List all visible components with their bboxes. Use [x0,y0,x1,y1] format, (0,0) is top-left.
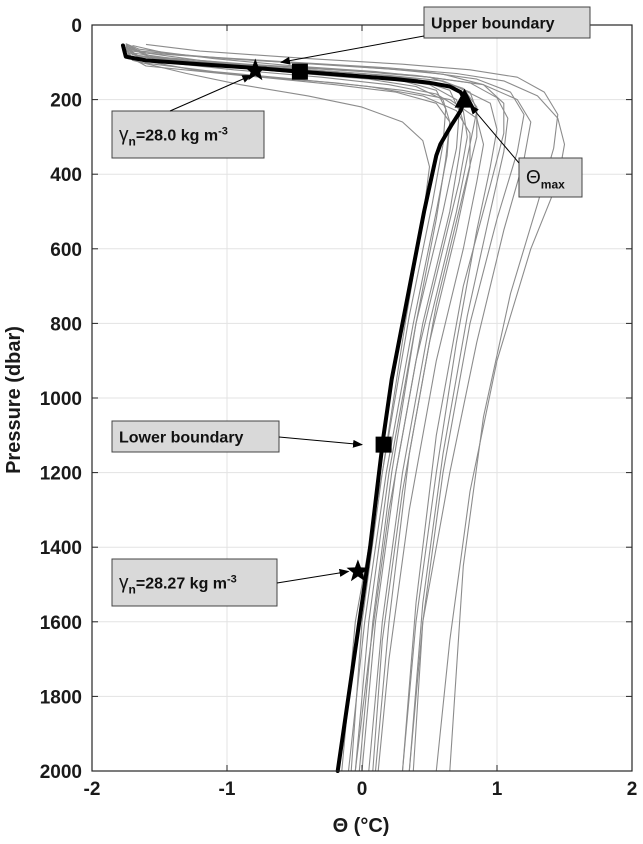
y-tick-label: 0 [71,16,82,37]
y-tick-label: 1400 [40,538,82,559]
annotation-text: Upper boundary [431,16,555,33]
annotation-tail: =28.27 kg m [136,576,227,593]
annotation-subscript: n [129,583,136,597]
annotation-main: Upper boundary [431,16,555,33]
annotation-main: Θ [526,168,541,189]
y-axis-label: Pressure (dbar) [3,326,25,474]
annotation: Upper boundary [280,6,591,65]
x-tick-label: 0 [357,779,368,800]
mean-profile-line [121,43,467,773]
annotation-arrow [278,436,363,448]
annotation-arrow [276,568,350,584]
ensemble-profile-line [125,50,468,772]
ensemble-profile-line [145,43,559,772]
axes-layer: -2 -1 0 1 2 0 200 400 600 800 1000 1200 1400 1600 1800… [40,16,638,800]
annotation: γn=28.27 kg m-3 [111,558,350,607]
star-marker [346,559,370,582]
annotation-arrow [280,35,425,65]
square-marker [375,436,392,453]
y-tick-label: 1200 [40,464,82,485]
annotation-main: Lower boundary [119,430,244,447]
annotation-box [518,157,583,198]
annotation-superscript: -3 [227,574,237,586]
y-tick-label: 1600 [40,613,82,634]
annotation-arrow [169,74,253,112]
ensemble-profile-line [125,52,471,772]
annotation-box [423,6,591,39]
annotation-arrow [469,104,520,164]
ensemble-profile-line [125,54,485,772]
annotation-text: γn=28.27 kg m-3 [119,573,237,597]
annotation-box [111,110,265,159]
annotation: Θmax [469,104,583,198]
annotation-subscript: max [541,178,565,192]
annotation: Lower boundary [111,420,363,453]
annotation: γn=28.0 kg m-3 [111,74,265,159]
triangle-marker [454,88,475,108]
square-marker [291,63,308,80]
x-tick-label: -1 [219,779,236,800]
star-marker [243,58,267,81]
ensemble-profile-line [125,43,505,772]
y-tick-label: 1000 [40,389,82,410]
annotation-text: γn=28.0 kg m-3 [119,125,228,149]
annotation-subscript: n [129,135,136,149]
annotation-main: γ [119,573,129,594]
y-tick-label: 600 [50,240,82,261]
y-tick-label: 1800 [40,687,82,708]
y-tick-label: 800 [50,314,82,335]
ensemble-profile-line [125,46,509,772]
x-tick-label: -2 [84,779,101,800]
annotation-text: Θmax [526,168,565,192]
x-tick-label: 1 [492,779,503,800]
y-tick-label: 400 [50,165,82,186]
annotation-superscript: -3 [218,126,228,138]
annotation-tail: =28.0 kg m [136,128,218,145]
y-tick-label: 200 [50,91,82,112]
markers-layer [243,58,475,582]
x-axis-label: Θ (°C) [333,815,390,837]
annotation-main: γ [119,125,129,146]
mean-profile-layer [121,43,467,773]
y-tick-label: 2000 [40,762,82,783]
annotation-box [111,420,280,453]
annotation-text: Lower boundary [119,430,244,447]
ensemble-profile-line [125,45,532,772]
x-tick-label: 2 [627,779,638,800]
